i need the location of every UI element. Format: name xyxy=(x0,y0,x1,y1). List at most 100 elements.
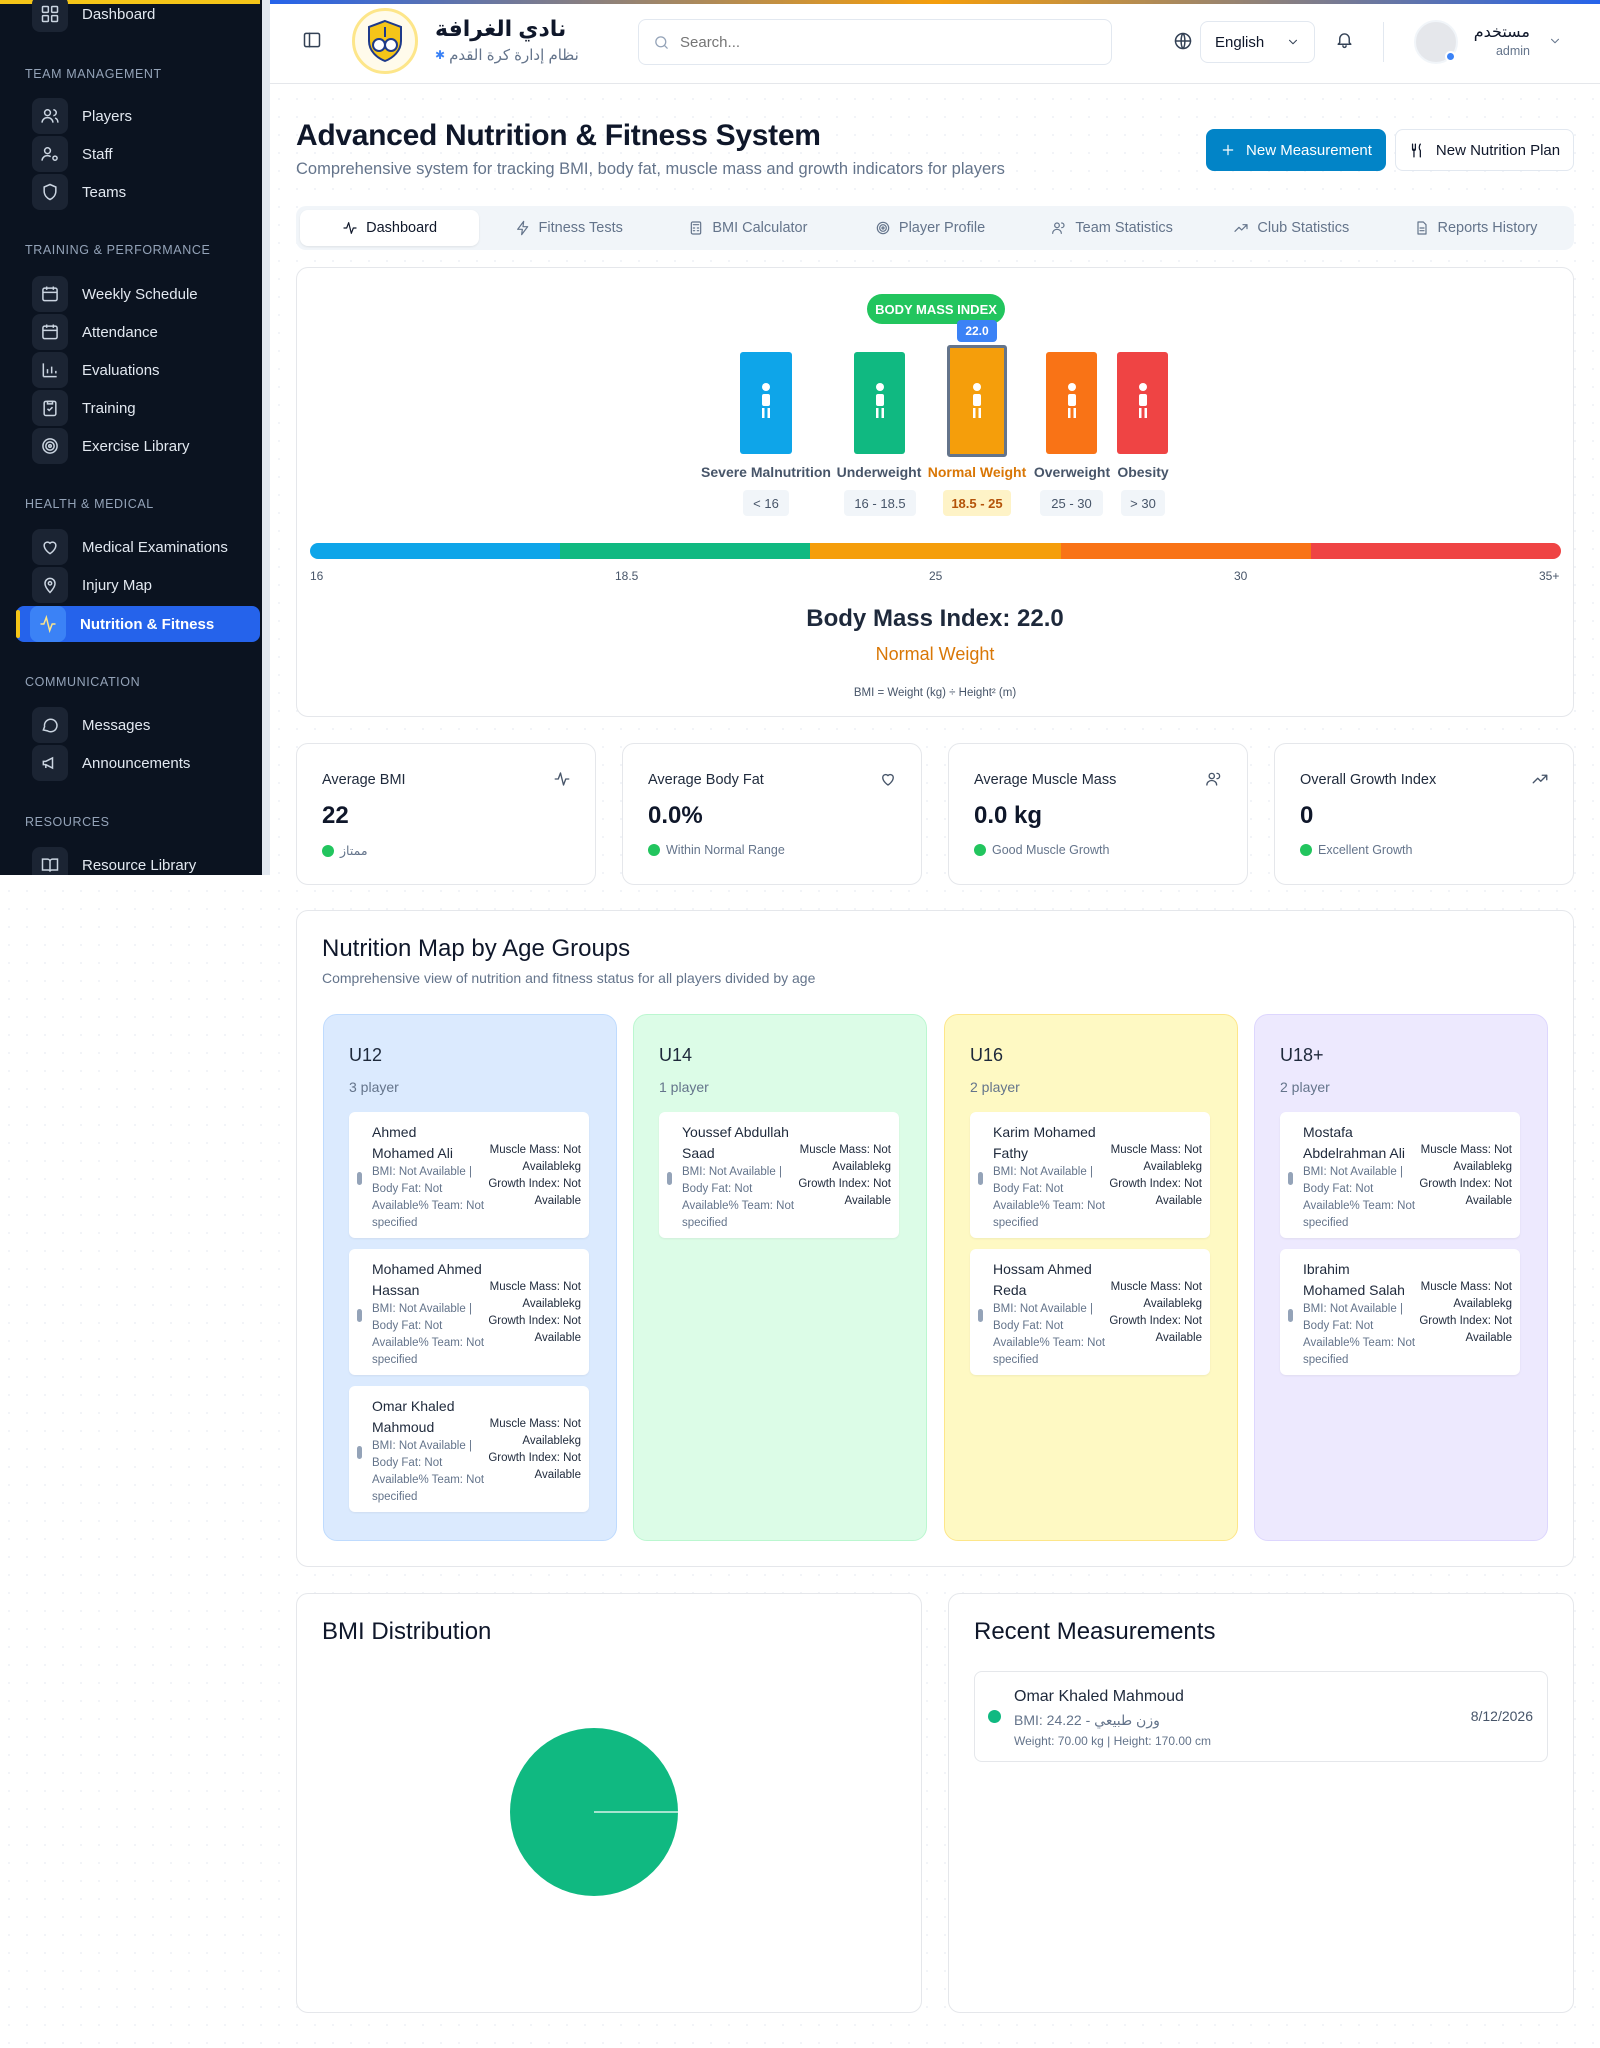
tab-player-profile[interactable]: Player Profile xyxy=(837,210,1022,246)
player-metrics: Muscle Mass: Not Availablekg Growth Inde… xyxy=(1109,1144,1202,1207)
tab-fitness-tests[interactable]: Fitness Tests xyxy=(479,210,658,246)
sidebar-item-injury-map[interactable]: Injury Map xyxy=(18,567,258,603)
clipboard-check-icon xyxy=(32,390,68,426)
tab-team-statistics[interactable]: Team Statistics xyxy=(1023,210,1202,246)
player-details: BMI: Not Available | Body Fat: Not Avail… xyxy=(372,1166,485,1229)
stat-card-average-body-fat: Average Body Fat 0.0% Within Normal Rang… xyxy=(622,743,922,885)
search-box[interactable] xyxy=(638,19,1112,65)
user-role: admin xyxy=(1495,44,1530,58)
sidebar-item-messages[interactable]: Messages xyxy=(18,707,258,743)
status-indicator xyxy=(357,1172,362,1185)
player-card[interactable]: Youssef Abdullah Saad BMI: Not Available … xyxy=(659,1112,899,1238)
online-status-dot xyxy=(1445,51,1456,62)
player-card[interactable]: Hossam Ahmed Reda BMI: Not Available | Bo… xyxy=(970,1249,1210,1375)
measurement-item[interactable]: Omar Khaled Mahmoud BMI: 24.22 - وزن طبي… xyxy=(974,1671,1548,1762)
top-bar: نادي الغرافة ✱ نظام إدارة كرة القدم Engl… xyxy=(270,0,1600,84)
sidebar-item-label: Weekly Schedule xyxy=(82,285,198,303)
player-details: BMI: Not Available | Body Fat: Not Avail… xyxy=(993,1166,1106,1229)
trending-up-icon xyxy=(1234,224,1248,232)
bmi-result-title: Body Mass Index: 22.0 xyxy=(806,605,1064,632)
search-input[interactable] xyxy=(680,33,1080,51)
stat-sub: Excellent Growth xyxy=(1300,843,1412,857)
bmi-category-obesity[interactable] xyxy=(1117,352,1168,454)
bmi-category-severe[interactable] xyxy=(740,352,792,454)
language-select[interactable]: English xyxy=(1200,21,1315,63)
sidebar-item-training[interactable]: Training xyxy=(18,390,258,426)
sidebar-item-label: Teams xyxy=(82,183,127,201)
bell-icon[interactable] xyxy=(1335,30,1354,54)
bmi-range-chip: > 30 xyxy=(1121,490,1165,516)
sidebar: Dashboard TEAM MANAGEMENT Players Staff … xyxy=(0,0,270,875)
status-dot xyxy=(1300,844,1312,856)
bmi-range-chip: < 16 xyxy=(743,490,789,516)
player-card[interactable]: Mohamed Ahmed Hassan BMI: Not Available |… xyxy=(349,1249,589,1375)
sidebar-item-staff[interactable]: Staff xyxy=(18,136,258,172)
sidebar-item-attendance[interactable]: Attendance xyxy=(18,314,258,350)
sidebar-item-exercise-library[interactable]: Exercise Library xyxy=(18,428,258,464)
status-indicator xyxy=(1288,1309,1293,1322)
club-name: نادي الغرافة xyxy=(435,16,567,41)
bmi-scale-segment xyxy=(1060,543,1311,559)
tab-bar: Dashboard Fitness Tests BMI Calculator P… xyxy=(296,206,1574,250)
zap-icon xyxy=(516,220,528,236)
person-icon xyxy=(973,383,981,418)
player-details: BMI: Not Available | Body Fat: Not Avail… xyxy=(1303,1303,1416,1366)
status-indicator xyxy=(667,1172,672,1185)
globe-icon xyxy=(1173,31,1193,56)
age-group-count: 1 player xyxy=(659,1079,709,1095)
bmi-distribution-title: BMI Distribution xyxy=(322,1618,492,1645)
sidebar-item-teams[interactable]: Teams xyxy=(18,174,258,210)
sidebar-item-label: Training xyxy=(82,399,136,417)
bmi-scale-segment xyxy=(310,543,561,559)
tab-club-statistics[interactable]: Club Statistics xyxy=(1202,210,1381,246)
measurement-date: 8/12/2026 xyxy=(1470,1708,1533,1724)
player-card[interactable]: Karim Mohamed Fathy BMI: Not Available | … xyxy=(970,1112,1210,1238)
nutrition-map-subtitle: Comprehensive view of nutrition and fitn… xyxy=(322,970,816,986)
club-logo xyxy=(352,8,418,74)
new-measurement-button[interactable]: New Measurement xyxy=(1206,129,1386,171)
user-menu[interactable]: مستخدم admin xyxy=(1414,20,1564,66)
player-card[interactable]: Ibrahim Mohamed Salah BMI: Not Available … xyxy=(1280,1249,1520,1375)
player-card[interactable]: Omar Khaled Mahmoud BMI: Not Available | … xyxy=(349,1386,589,1512)
sidebar-scrollbar[interactable] xyxy=(262,0,270,875)
bmi-category-underweight[interactable] xyxy=(854,352,905,454)
sidebar-item-resource-library[interactable]: Resource Library xyxy=(18,847,258,875)
sidebar-item-label: Attendance xyxy=(82,323,158,341)
status-dot xyxy=(974,844,986,856)
sidebar-item-label: Exercise Library xyxy=(82,437,190,455)
stat-value: 22 xyxy=(322,802,349,829)
bmi-scale-segment xyxy=(810,543,1061,559)
message-icon xyxy=(32,707,68,743)
sidebar-item-nutrition-fitness[interactable]: Nutrition & Fitness xyxy=(16,606,260,642)
sidebar-toggle-icon[interactable] xyxy=(302,30,322,55)
bmi-category-overweight[interactable] xyxy=(1046,352,1097,454)
person-icon xyxy=(876,383,884,418)
tab-bmi-calculator[interactable]: BMI Calculator xyxy=(658,210,837,246)
sidebar-item-announcements[interactable]: Announcements xyxy=(18,745,258,781)
age-group-count: 2 player xyxy=(1280,1079,1330,1095)
sidebar-item-dashboard[interactable]: Dashboard xyxy=(18,0,258,32)
new-nutrition-plan-button[interactable]: New Nutrition Plan xyxy=(1395,129,1574,171)
sidebar-item-evaluations[interactable]: Evaluations xyxy=(18,352,258,388)
player-card[interactable]: Mostafa Abdelrahman Ali BMI: Not Availabl… xyxy=(1280,1112,1520,1238)
sidebar-item-medical-examinations[interactable]: Medical Examinations xyxy=(18,529,258,565)
status-indicator xyxy=(978,1309,983,1322)
person-icon xyxy=(762,383,770,418)
bmi-category-name: Overweight xyxy=(1033,464,1111,480)
bmi-pie-chart xyxy=(510,1728,678,1896)
bmi-scale-segment xyxy=(560,543,811,559)
player-card[interactable]: Ahmed Mohamed Ali BMI: Not Available | Bo… xyxy=(349,1112,589,1238)
stat-sub: Good Muscle Growth xyxy=(974,843,1109,857)
heart-icon xyxy=(882,773,894,786)
bmi-scale-tick: 25 xyxy=(929,569,943,583)
status-dot xyxy=(648,844,660,856)
tab-reports-history[interactable]: Reports History xyxy=(1381,210,1570,246)
tab-dashboard[interactable]: Dashboard xyxy=(300,210,480,246)
sidebar-item-weekly-schedule[interactable]: Weekly Schedule xyxy=(18,276,258,312)
sidebar-item-players[interactable]: Players xyxy=(18,98,258,134)
bmi-category-name: Severe Malnutrition xyxy=(701,464,831,480)
tab-label: Fitness Tests xyxy=(538,220,623,236)
bmi-category-normal[interactable] xyxy=(947,345,1007,457)
player-metrics: Muscle Mass: Not Availablekg Growth Inde… xyxy=(488,1144,581,1207)
player-details: BMI: Not Available | Body Fat: Not Avail… xyxy=(1303,1166,1416,1229)
